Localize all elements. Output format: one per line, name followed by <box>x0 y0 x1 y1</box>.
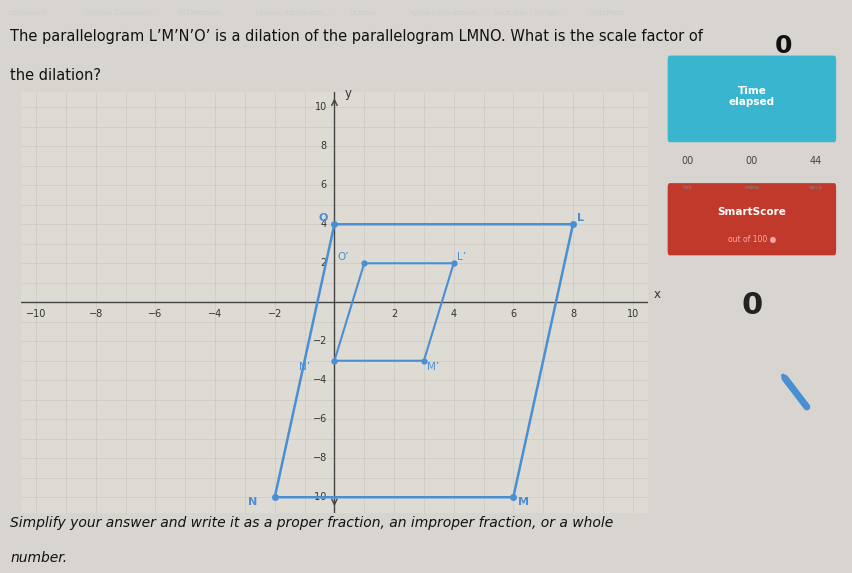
Text: 0: 0 <box>775 34 792 58</box>
Text: −6: −6 <box>313 414 327 424</box>
Text: M’: M’ <box>427 362 439 372</box>
Text: The parallelogram L’M’N’O’ is a dilation of the parallelogram LMNO. What is the : The parallelogram L’M’N’O’ is a dilation… <box>10 29 703 44</box>
Text: mins: mins <box>745 186 759 190</box>
Text: 2: 2 <box>391 309 397 319</box>
Text: x: x <box>653 288 660 301</box>
Text: −2: −2 <box>268 309 282 319</box>
Text: −10: −10 <box>26 309 46 319</box>
Text: DeltaMath: DeltaMath <box>588 10 624 16</box>
Text: 8: 8 <box>321 142 327 151</box>
Text: Sack Man - Google...: Sack Man - Google... <box>494 10 566 16</box>
Text: 8: 8 <box>570 309 576 319</box>
Text: hrs: hrs <box>682 186 693 190</box>
Text: 2: 2 <box>320 258 327 268</box>
Text: 4: 4 <box>321 219 327 229</box>
Text: Lesson: Introductio...: Lesson: Introductio... <box>256 10 329 16</box>
Text: L’: L’ <box>457 252 466 262</box>
Text: Time
elapsed: Time elapsed <box>728 86 775 107</box>
Text: the dilation?: the dilation? <box>10 68 101 83</box>
Text: −2: −2 <box>313 336 327 346</box>
Text: −4: −4 <box>208 309 222 319</box>
Text: Outlook: Outlook <box>349 10 377 16</box>
Text: 6: 6 <box>321 180 327 190</box>
Text: secs: secs <box>809 186 823 190</box>
Text: −8: −8 <box>89 309 103 319</box>
Text: 10: 10 <box>626 309 639 319</box>
Text: 10: 10 <box>314 102 327 112</box>
FancyBboxPatch shape <box>668 56 836 142</box>
Text: Desmos Classroom...: Desmos Classroom... <box>85 10 158 16</box>
Text: N’: N’ <box>299 362 310 372</box>
Text: O: O <box>318 213 327 223</box>
Text: out of 100 ●: out of 100 ● <box>728 235 776 244</box>
Text: −4: −4 <box>313 375 327 385</box>
Text: 0: 0 <box>741 291 763 320</box>
Text: Simplify your answer and write it as a proper fraction, an improper fraction, or: Simplify your answer and write it as a p… <box>10 516 613 529</box>
Text: −8: −8 <box>313 453 327 463</box>
Text: hydro-international...: hydro-international... <box>409 10 483 16</box>
Text: STEMscopes: STEMscopes <box>179 10 222 16</box>
Text: M: M <box>518 497 529 507</box>
Text: 44: 44 <box>810 156 822 167</box>
Text: 00: 00 <box>682 156 694 167</box>
Text: −6: −6 <box>148 309 163 319</box>
Text: number.: number. <box>10 551 67 565</box>
Text: 00: 00 <box>746 156 758 167</box>
Text: Dashboard: Dashboard <box>9 10 46 16</box>
Text: 6: 6 <box>510 309 516 319</box>
FancyBboxPatch shape <box>668 183 836 256</box>
Text: L: L <box>578 213 584 223</box>
Text: 4: 4 <box>451 309 457 319</box>
Text: −10: −10 <box>307 492 327 503</box>
Text: N: N <box>248 497 257 507</box>
Text: y: y <box>345 87 352 100</box>
Text: SmartScore: SmartScore <box>717 207 786 217</box>
Text: O’: O’ <box>337 252 349 262</box>
